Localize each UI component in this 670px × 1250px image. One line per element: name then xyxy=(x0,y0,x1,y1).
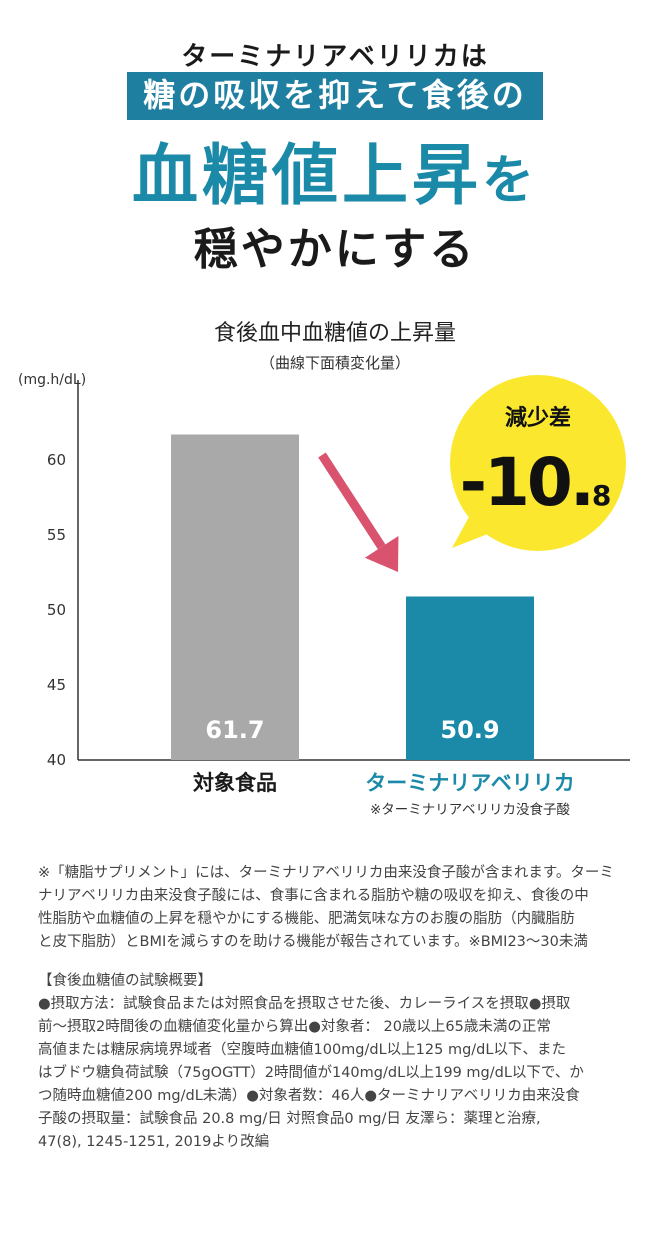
y-tick-label: 45 xyxy=(47,676,66,694)
headline-line2-banner: 糖の吸収を抑えて食後の xyxy=(0,72,670,120)
y-tick-label: 60 xyxy=(47,451,66,469)
bar-value-label: 50.9 xyxy=(440,716,499,744)
study-summary-title: 【食後血糖値の試験概要】 xyxy=(38,973,212,989)
footnote: ※「糖脂サプリメント」には、ターミナリアベリリカ由来没食子酸が含まれます。ターミ… xyxy=(38,862,638,954)
footnote-line: と皮下脂肪）とBMIを減らすのを助ける機能が報告されています。※BMI23～30… xyxy=(38,934,588,950)
headline-line3-particle: を xyxy=(481,151,538,211)
footnote-line: ナリアベリリカ由来没食子酸には、食事に含まれる脂肪や糖の吸収を抑え、食後の中 xyxy=(38,888,589,904)
y-tick-label: 40 xyxy=(47,751,66,769)
footnote-line: ※「糖脂サプリメント」には、ターミナリアベリリカ由来没食子酸が含まれます。ターミ xyxy=(38,865,614,881)
callout-value-small: 8 xyxy=(592,479,610,512)
decrease-arrow-shaft xyxy=(318,452,386,550)
study-summary-line: 子酸の摂取量：試験食品 20.8 mg/日 対照食品0 mg/日 友澤ら：薬理と… xyxy=(38,1111,541,1127)
callout-value-main: -10. xyxy=(460,444,592,521)
callout-label: 減少差 xyxy=(505,405,571,431)
study-summary-line: 高値または糖尿病境界域者（空腹時血糖値100mg/dL以上125 mg/dL以下… xyxy=(38,1042,566,1058)
footnote-line: 性脂肪や血糖値の上昇を穏やかにする機能、肥満気味な方のお腹の脂肪（内臓脂肪 xyxy=(38,911,575,927)
y-tick-label: 55 xyxy=(47,526,66,544)
x-category-label: ターミナリアベリリカ xyxy=(365,771,575,795)
bar-chart: 食後血中血糖値の上昇量 （曲線下面積変化量） (mg.h/dL) 40 45 50 5… xyxy=(18,321,630,818)
study-summary-line: 47(8), 1245-1251, 2019より改編 xyxy=(38,1134,270,1150)
y-tick-label: 50 xyxy=(47,601,66,619)
headline-line3: 血糖値上昇を xyxy=(0,136,670,221)
headline-line4: 穏やかにする xyxy=(193,224,477,275)
chart-title: 食後血中血糖値の上昇量 xyxy=(214,321,456,346)
study-summary-line: つ随時血糖値200 mg/dL未満）●対象者数：46人●ターミナリアベリリカ由来… xyxy=(38,1088,580,1104)
chart-subtitle: （曲線下面積変化量） xyxy=(260,354,410,372)
callout-value: -10.8 xyxy=(460,444,610,521)
headline-line1: ターミナリアベリリカは xyxy=(181,42,489,72)
headline-line3-main: 血糖値上昇 xyxy=(131,137,482,214)
decrease-arrow-head xyxy=(364,535,399,572)
y-axis-unit-label: (mg.h/dL) xyxy=(18,372,86,388)
bar xyxy=(406,596,534,760)
study-summary-line: ●摂取方法：試験食品または対照食品を摂取させた後、カレーライスを摂取●摂取 xyxy=(38,996,571,1012)
callout-bubble xyxy=(450,375,626,551)
study-summary-line: 前～摂取2時間後の血糖値変化量から算出●対象者： 20歳以上65歳未満の正常 xyxy=(38,1019,551,1035)
study-summary: ●摂取方法：試験食品または対照食品を摂取させた後、カレーライスを摂取●摂取 前～摂… xyxy=(38,993,638,1154)
x-category-label: 対象食品 xyxy=(193,771,277,795)
bar xyxy=(171,434,299,760)
study-summary-line: はブドウ糖負荷試験（75gOGTT）2時間値が140mg/dL以上199 mg/… xyxy=(38,1065,584,1081)
bar-value-label: 61.7 xyxy=(205,716,264,744)
x-category-sublabel: ※ターミナリアベリリカ没食子酸 xyxy=(370,801,571,818)
headline-line2: 糖の吸収を抑えて食後の xyxy=(127,72,543,120)
callout-pointer xyxy=(452,515,498,548)
